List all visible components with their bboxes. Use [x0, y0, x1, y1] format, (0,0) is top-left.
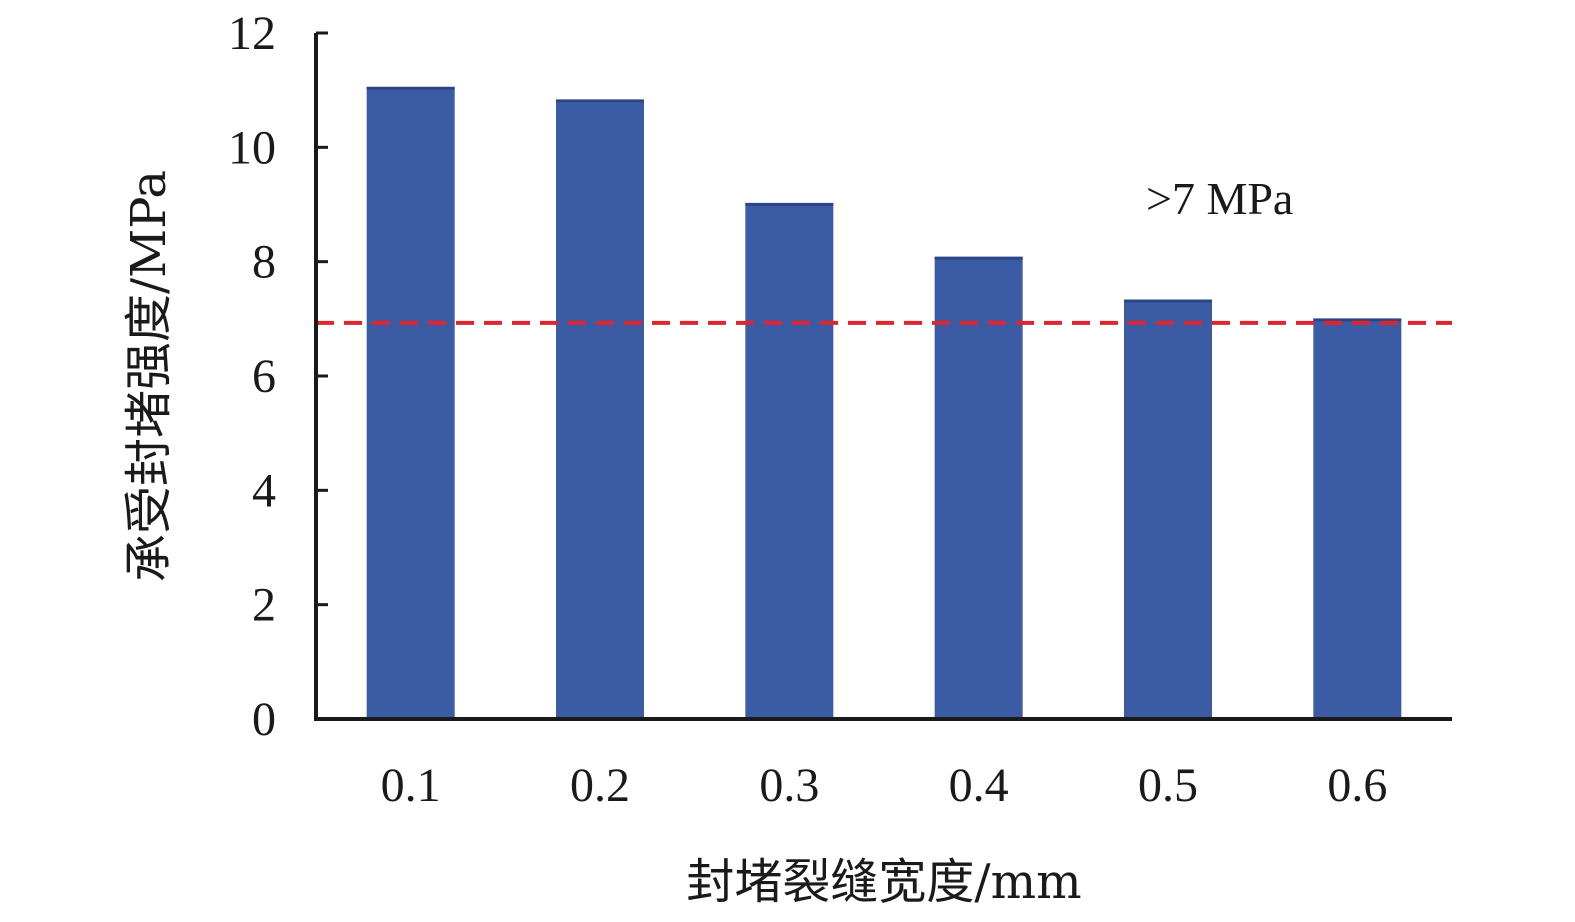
y-tick-label-8: 8	[252, 236, 276, 289]
x-tick-label-0.4: 0.4	[949, 759, 1009, 812]
x-tick-label-0.5: 0.5	[1138, 759, 1198, 812]
bar-0.4	[934, 257, 1023, 719]
bar-0.6	[1313, 318, 1402, 719]
axes-group	[314, 33, 1452, 721]
y-tick-label-0: 0	[252, 693, 276, 746]
bars-group	[366, 86, 1402, 719]
x-axis-title: 封堵裂缝宽度/mm	[686, 854, 1081, 910]
y-tick-label-2: 2	[252, 579, 276, 632]
y-ticks-group: 0 2 4 6 8 10 12	[228, 7, 328, 746]
x-tick-label-0.2: 0.2	[570, 759, 630, 812]
threshold-annotation: >7 MPa	[1146, 173, 1293, 224]
bar-0.5	[1124, 299, 1212, 719]
y-tick-label-10: 10	[228, 121, 276, 174]
y-tick-label-4: 4	[252, 464, 276, 517]
x-tick-label-0.3: 0.3	[759, 759, 819, 812]
y-tick-label-6: 6	[252, 350, 276, 403]
x-ticks-group: 0.1 0.2 0.3 0.4 0.5 0.6	[381, 759, 1388, 812]
y-axis-title: 承受封堵强度/MPa	[121, 170, 177, 582]
bar-0.2	[556, 99, 644, 719]
x-tick-label-0.6: 0.6	[1327, 759, 1387, 812]
bar-0.1	[366, 87, 455, 719]
y-tick-label-12: 12	[228, 7, 276, 60]
bar-0.3	[745, 203, 834, 719]
x-tick-label-0.1: 0.1	[381, 759, 441, 812]
